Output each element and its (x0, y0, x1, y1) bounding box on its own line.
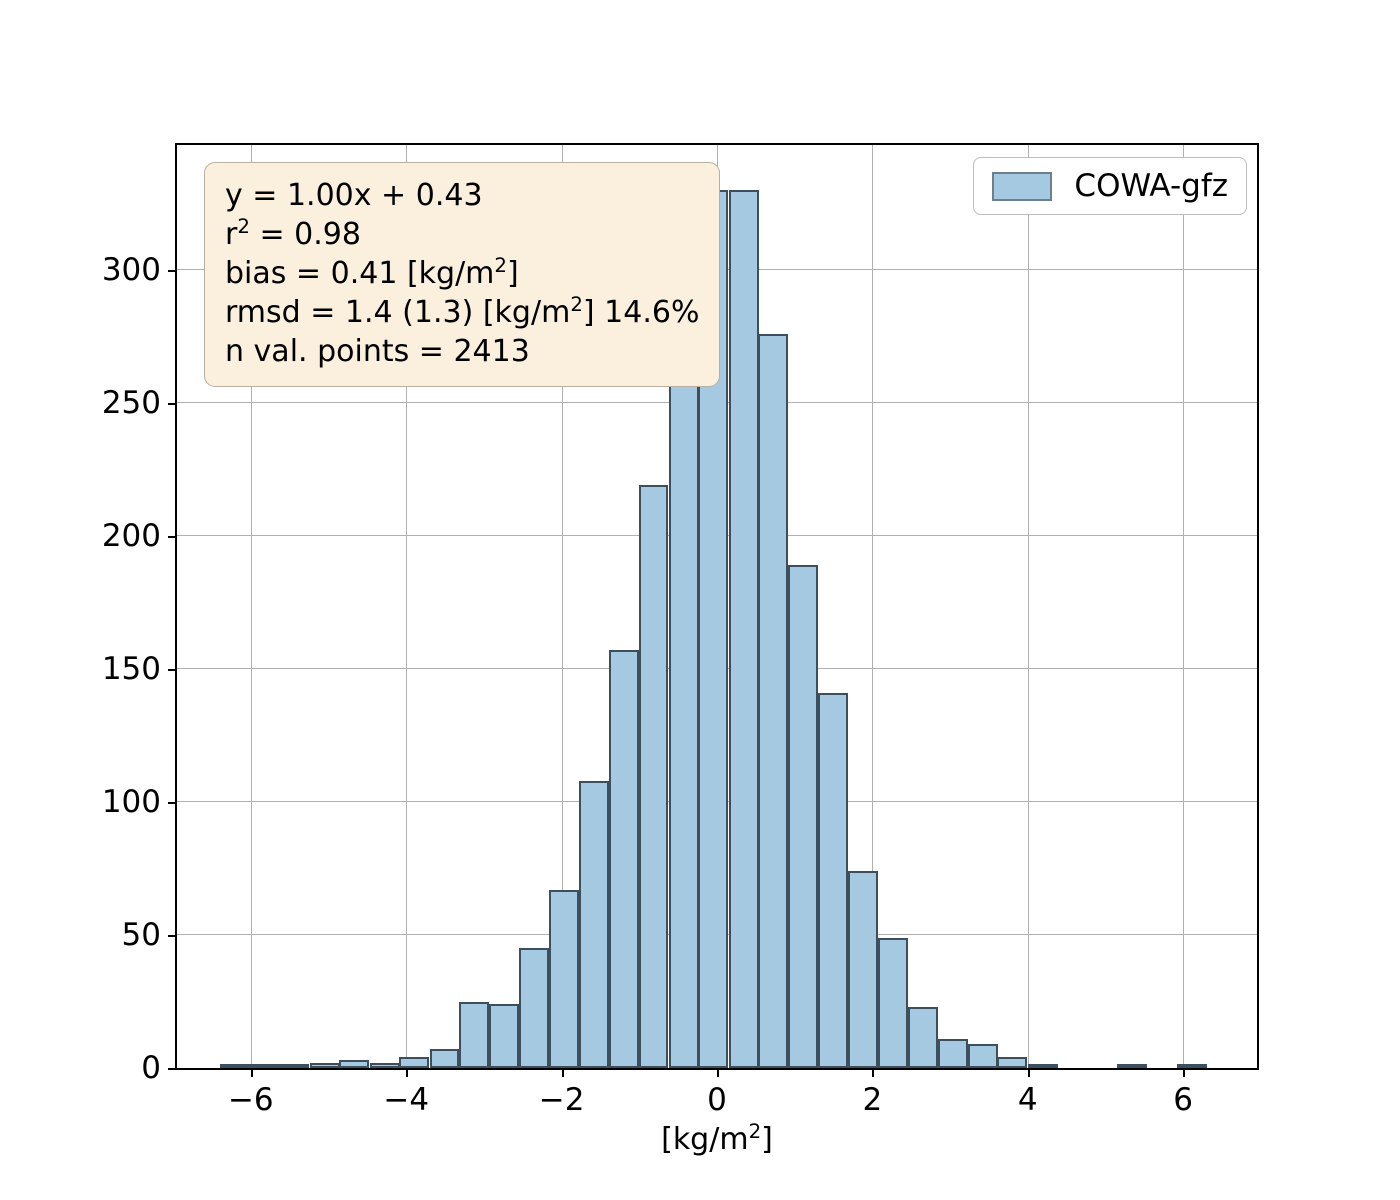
histogram-bar (758, 333, 789, 1068)
x-tick-label: −4 (383, 1082, 430, 1118)
histogram-bar (279, 1064, 310, 1068)
histogram-bar (908, 1006, 939, 1068)
histogram-bar (877, 937, 908, 1068)
y-tick-label: 0 (141, 1050, 161, 1086)
x-tick-mark (406, 1068, 409, 1077)
histogram-bar (967, 1044, 998, 1068)
x-tick-label: 2 (862, 1082, 883, 1118)
plot-axes: −6 −4 −2 0 2 4 6 0 50 100 150 200 250 300 y = 1.00x … (102, 143, 1259, 1118)
gridline-vertical (406, 145, 408, 1068)
y-tick-label: 100 (101, 784, 161, 820)
y-tick-mark (168, 935, 177, 937)
histogram-bar (489, 1004, 520, 1068)
histogram-bar (997, 1057, 1028, 1068)
histogram-bar (399, 1057, 430, 1068)
y-tick-mark (168, 270, 177, 273)
x-tick-mark (1027, 1068, 1030, 1077)
histogram-bar (250, 1064, 280, 1068)
histogram-bar (459, 1001, 489, 1068)
y-tick-label: 300 (101, 252, 161, 289)
legend-swatch-cowa-gfz (992, 171, 1053, 201)
histogram-bar (818, 692, 848, 1068)
legend[interactable]: COWA-gfz (973, 157, 1247, 215)
statistics-box: y = 1.00x + 0.43 r2 = 0.98 bias = 0.41 [… (204, 162, 721, 387)
legend-label-cowa-gfz: COWA-gfz (1074, 168, 1228, 204)
x-tick-label: −6 (227, 1082, 274, 1118)
y-tick-label: 50 (121, 917, 161, 953)
histogram-bar (549, 889, 580, 1068)
histogram-bar (937, 1038, 968, 1068)
histogram-bar (1176, 1064, 1207, 1068)
histogram-bar (339, 1060, 370, 1068)
x-tick-label: 0 (707, 1082, 727, 1118)
histogram-bar (638, 485, 669, 1068)
x-axis-label: [kg/m2] (661, 1120, 773, 1157)
y-tick-label: 150 (101, 651, 161, 687)
gridline-vertical (1183, 145, 1185, 1068)
x-tick-mark (1183, 1068, 1186, 1077)
stat-line-rmsd: rmsd = 1.4 (1.3) [kg/m2] 14.6% (225, 293, 700, 330)
histogram-bar (788, 565, 819, 1068)
x-tick-label: 4 (1017, 1082, 1038, 1118)
histogram-bar (668, 315, 699, 1068)
histogram-bar (309, 1062, 340, 1068)
histogram-bar (1027, 1064, 1058, 1068)
stat-line-r2: r2 = 0.98 (225, 215, 361, 252)
gridline-vertical (1027, 145, 1029, 1068)
gridline-vertical (561, 145, 563, 1068)
stat-line-npoints: n val. points = 2413 (225, 334, 530, 369)
histogram-bar (518, 948, 549, 1068)
histogram-bar (219, 1064, 250, 1068)
histogram-bar (609, 650, 639, 1068)
stat-line-fit: y = 1.00x + 0.43 (225, 178, 483, 213)
histogram-bar (429, 1049, 460, 1068)
histogram-bar (848, 871, 879, 1068)
x-tick-label: −2 (538, 1082, 585, 1118)
y-tick-mark (168, 536, 177, 538)
histogram-bar (369, 1062, 400, 1068)
gridline-vertical (872, 145, 874, 1068)
x-tick-mark (872, 1068, 875, 1077)
histogram-bar (578, 780, 609, 1068)
y-tick-mark (168, 403, 177, 405)
stat-line-bias: bias = 0.41 [kg/m2] (225, 254, 519, 291)
y-tick-label: 250 (101, 385, 161, 421)
histogram-bar (1117, 1064, 1148, 1068)
y-tick-mark (168, 1068, 177, 1070)
x-tick-mark (717, 1068, 719, 1077)
x-tick-mark (250, 1068, 253, 1077)
y-tick-label: 200 (101, 518, 161, 554)
y-tick-mark (168, 669, 177, 671)
histogram-bar (728, 190, 759, 1068)
y-tick-mark (168, 802, 177, 804)
gridline-vertical (250, 145, 252, 1068)
x-tick-mark (561, 1068, 564, 1077)
x-tick-label: 6 (1173, 1082, 1194, 1118)
plot-area (177, 145, 1257, 1068)
